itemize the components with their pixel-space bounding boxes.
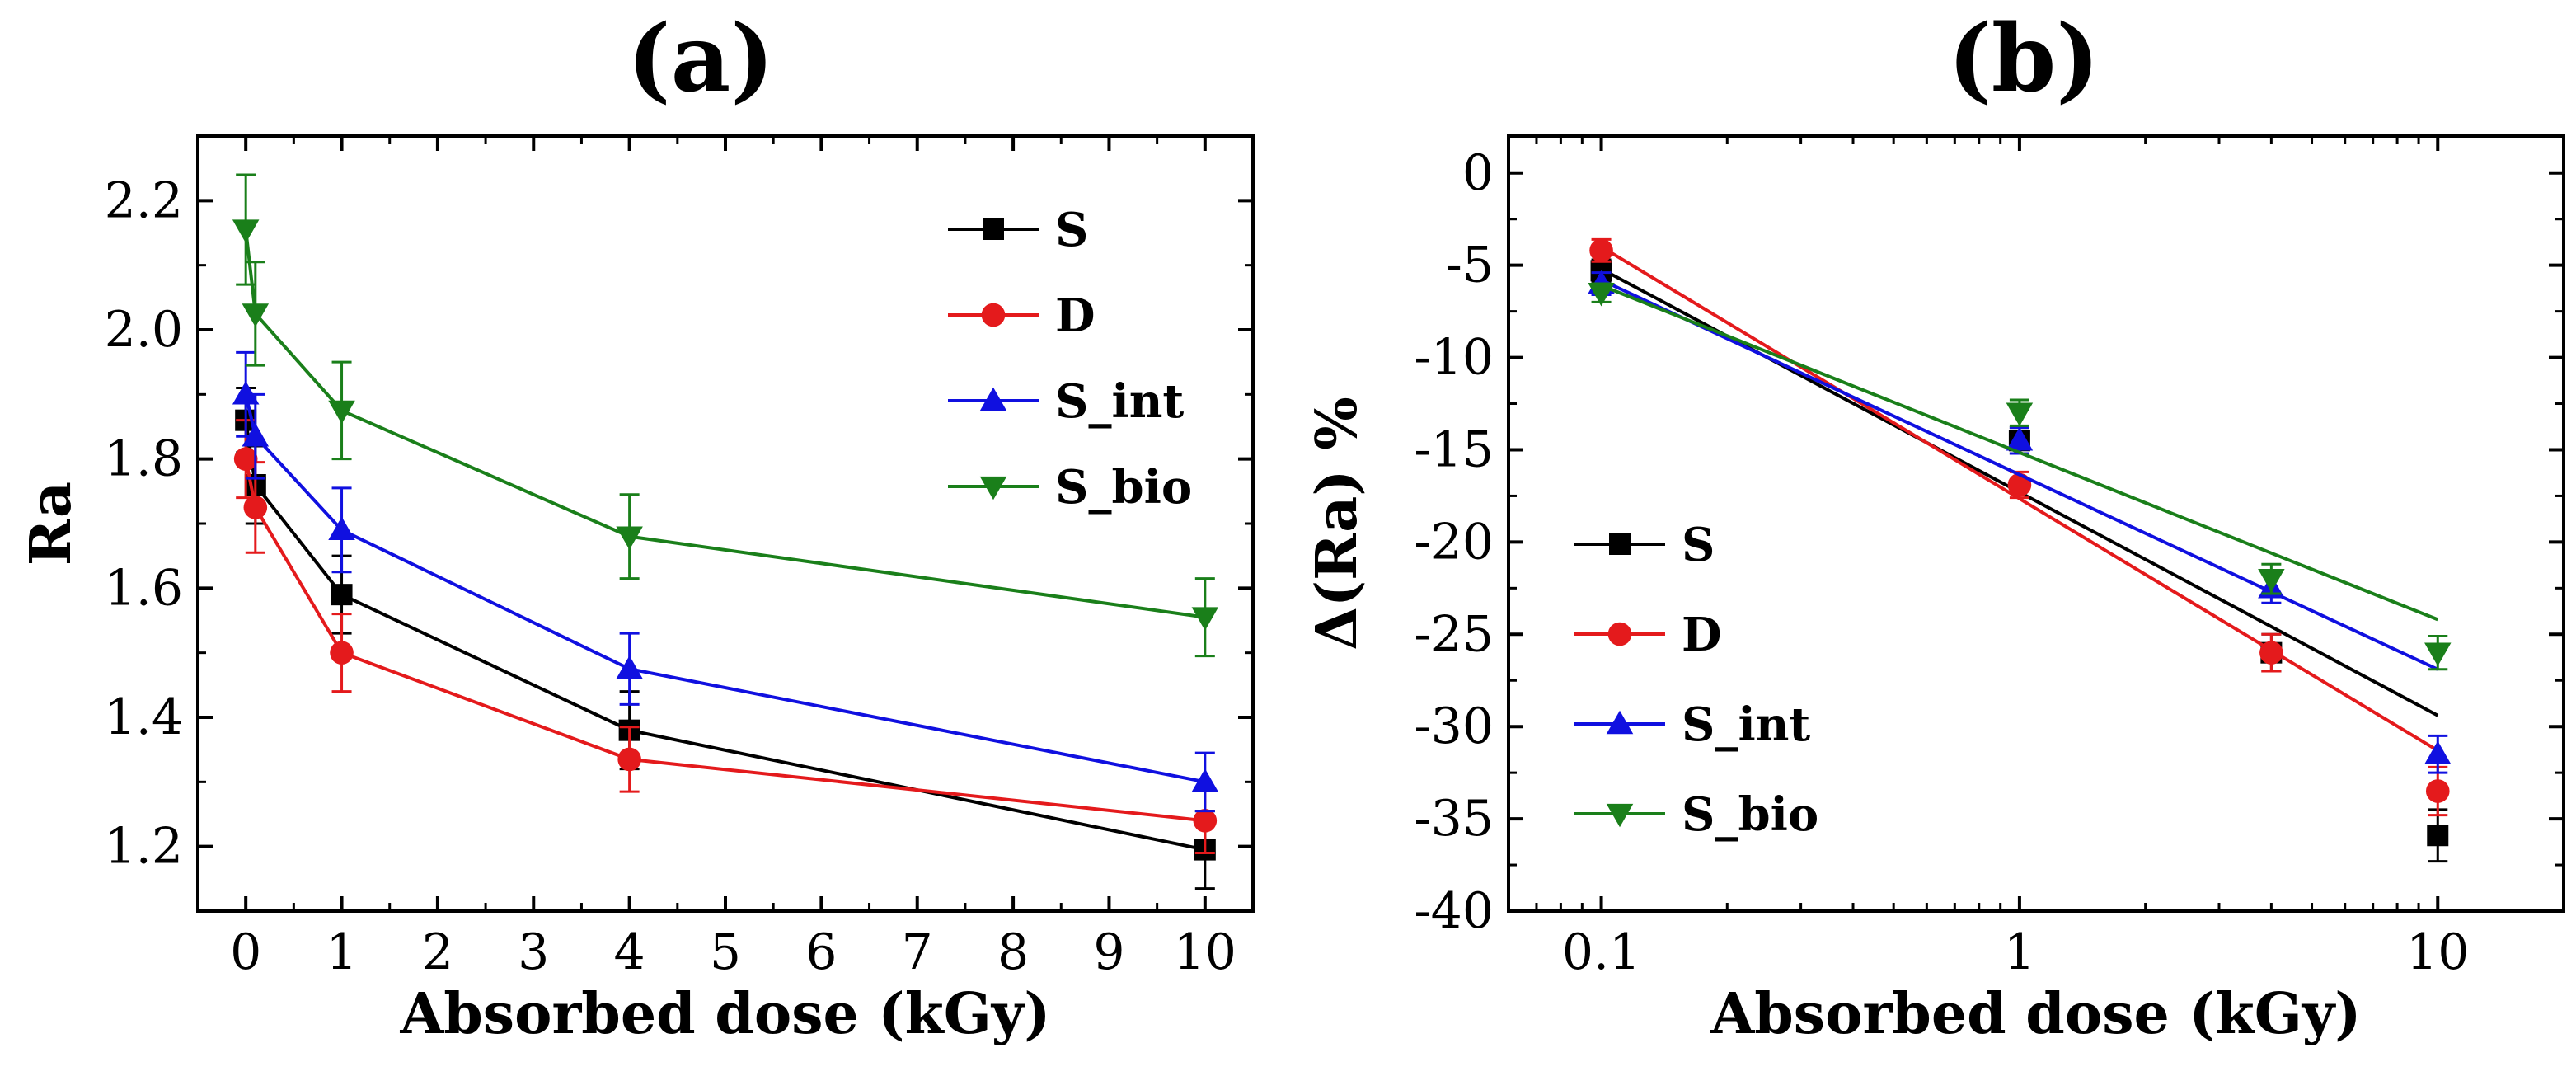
panel-1-series-s-point	[2427, 825, 2449, 847]
panel-1-series-d-point	[2007, 472, 2032, 497]
panel-0-ytick-label: 2.2	[105, 172, 183, 229]
panel-0-xtick-label: 9	[1093, 923, 1124, 981]
panel-1-ytick-label: -20	[1414, 513, 1494, 571]
panel-0-series-s-bio-point	[616, 526, 643, 550]
panel-0-x-axis-title: Absorbed dose (kGy)	[400, 981, 1051, 1047]
panel-0-ytick-label: 1.4	[105, 688, 183, 746]
panel-0-xtick-label: 7	[902, 923, 933, 981]
panel-1-ytick-label: -25	[1414, 605, 1494, 663]
panel-1-series-s-bio-point	[1588, 283, 1615, 307]
panel-1-xtick-label: 0.1	[1562, 923, 1640, 981]
panel-0-xtick-label: 3	[518, 923, 549, 981]
panel-0-series-s-bio-point	[328, 400, 355, 425]
panel-1-legend-s-bio-label: S_bio	[1682, 787, 1818, 842]
panel-1-legend-s-int-swatch-marker	[1606, 710, 1634, 735]
panel-0-legend-s-int-label: S_int	[1055, 374, 1184, 429]
panel-1-ytick-label: 0	[1462, 144, 1494, 202]
panel-0-legend-s-label: S	[1055, 203, 1088, 257]
panel-1-ytick-label: -40	[1414, 882, 1494, 940]
panel-1-x-axis-title: Absorbed dose (kGy)	[1710, 981, 2362, 1047]
panel-0-ytick-label: 1.6	[105, 559, 183, 617]
panel-1-series-s-int-point	[2424, 740, 2452, 764]
panel-0-legend-s-int-swatch-marker	[979, 387, 1007, 411]
panel-1-ytick-label: -30	[1414, 698, 1494, 755]
panel-0-series-d-point	[1193, 809, 1218, 833]
panel-0-series-d-point	[617, 747, 641, 772]
panel-1-series-d-point	[2259, 641, 2283, 665]
panel-1-series-d-point	[2425, 779, 2450, 803]
panel-0-series-s-point	[331, 584, 353, 606]
panel-1-series-d-point	[1589, 238, 1613, 263]
panel-0-series-s-bio-point	[242, 303, 270, 327]
panel-0-series-s-bio-point	[1191, 607, 1219, 631]
panel-0-xtick-label: 5	[710, 923, 741, 981]
panel-1-frame	[1507, 134, 2565, 913]
panel-0-series-d-point	[330, 641, 354, 665]
panel-0-legend-d-label: D	[1055, 289, 1096, 343]
panel-1-ytick-label: -35	[1414, 790, 1494, 848]
panel-1-legend-s-swatch-marker	[1609, 533, 1631, 555]
panel-0-legend-s-swatch-marker	[983, 218, 1004, 240]
panel-1-series-s-bio-point	[2258, 568, 2285, 593]
panel-1-ytick-label: -5	[1446, 237, 1494, 294]
panel-0-ytick-label: 1.8	[105, 430, 183, 488]
panel-1-legend-d-swatch-marker	[1607, 622, 1632, 646]
panel-1-series-s-bio-point	[2424, 642, 2452, 666]
panel-0-y-axis-title: Ra	[18, 482, 84, 566]
panel-0-xtick-label: 0	[230, 923, 261, 981]
panel-0-ytick-label: 2.0	[105, 301, 183, 359]
panel-0-xtick-label: 8	[997, 923, 1029, 981]
panel-0-series-s-int-point	[232, 381, 260, 405]
panel-1-legend-s-label: S	[1682, 518, 1715, 572]
panel-0-xtick-label: 10	[1174, 923, 1236, 981]
panel-1-legend-s-int-label: S_int	[1682, 698, 1810, 752]
panel-1-y-axis-title: Δ(Ra) %	[1304, 397, 1370, 651]
panel-0-series-s-int-point	[616, 655, 643, 679]
panel-1-series-s-int-point	[2006, 427, 2034, 451]
panel-1-legend-s-bio-swatch-marker	[1606, 803, 1634, 828]
panel-1-ytick-label: -15	[1414, 421, 1494, 478]
panel-1-series-s-bio-point	[2006, 402, 2034, 426]
panel-0-xtick-label: 2	[422, 923, 453, 981]
panel-0-xtick-label: 6	[805, 923, 837, 981]
panel-0-legend-d-swatch-marker	[981, 303, 1006, 327]
panel-0-ytick-label: 1.2	[105, 818, 183, 876]
panel-0-series-s-int-point	[1191, 768, 1219, 792]
panel-0-legend-s-bio-label: S_bio	[1055, 460, 1192, 515]
panel-0-legend-s-bio-swatch-marker	[979, 476, 1007, 500]
panel-0-series-d-point	[233, 447, 258, 471]
panel-0-series-d-point	[243, 496, 268, 519]
panel-1-xtick-label: 1	[2004, 923, 2035, 981]
panel-0-series-s-bio-point	[232, 219, 260, 243]
panel-0-title: (a)	[627, 5, 775, 113]
panel-0-xtick-label: 4	[614, 923, 645, 981]
panel-0-series-s-int-point	[242, 423, 270, 447]
panel-0-xtick-label: 1	[326, 923, 357, 981]
panel-1-series-s-bio-fit-line	[1600, 284, 2439, 622]
panel-1-series-s-int-fit-line	[1600, 278, 2439, 671]
panel-1-title: (b)	[1948, 5, 2100, 113]
panel-1-legend-d-label: D	[1682, 608, 1722, 662]
panel-0-series-s-int-point	[328, 516, 355, 541]
panel-1-ytick-label: -10	[1414, 329, 1494, 387]
panel-1-xtick-label: 10	[2406, 923, 2469, 981]
